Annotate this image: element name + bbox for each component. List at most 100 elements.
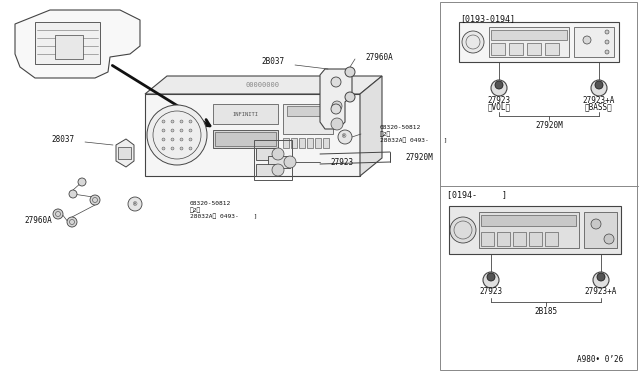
Bar xyxy=(545,232,558,246)
Bar xyxy=(35,22,100,64)
Circle shape xyxy=(495,81,503,89)
Circle shape xyxy=(591,80,607,96)
Bar xyxy=(254,140,292,180)
Text: 2B185: 2B185 xyxy=(534,307,557,315)
Text: [0193-0194]: [0193-0194] xyxy=(460,14,515,23)
Circle shape xyxy=(189,147,192,150)
Circle shape xyxy=(331,104,341,114)
Text: 2B037: 2B037 xyxy=(262,57,285,65)
Text: 28037: 28037 xyxy=(52,135,75,144)
Text: 27920M: 27920M xyxy=(405,153,433,161)
Text: ®: ® xyxy=(133,201,137,207)
Bar xyxy=(118,147,131,159)
Circle shape xyxy=(462,31,484,53)
Bar xyxy=(256,164,278,176)
Bar xyxy=(440,2,637,370)
Circle shape xyxy=(487,273,495,281)
Text: （BASS）: （BASS） xyxy=(585,103,613,112)
Circle shape xyxy=(78,178,86,186)
Bar xyxy=(584,212,617,248)
Text: 27923+A: 27923+A xyxy=(585,288,617,296)
Circle shape xyxy=(591,219,601,229)
Polygon shape xyxy=(145,76,382,94)
Circle shape xyxy=(90,195,100,205)
Circle shape xyxy=(605,40,609,44)
Bar xyxy=(509,43,523,55)
Circle shape xyxy=(332,101,342,111)
Bar xyxy=(449,206,621,254)
Bar xyxy=(479,212,579,248)
Bar xyxy=(529,232,542,246)
Circle shape xyxy=(162,129,165,132)
Bar xyxy=(481,215,576,226)
Bar xyxy=(491,43,505,55)
Circle shape xyxy=(597,273,605,281)
Bar xyxy=(481,232,494,246)
Circle shape xyxy=(189,129,192,132)
Circle shape xyxy=(593,272,609,288)
Circle shape xyxy=(147,105,207,165)
Polygon shape xyxy=(320,69,352,129)
Circle shape xyxy=(189,120,192,123)
Bar xyxy=(55,35,83,59)
Circle shape xyxy=(189,138,192,141)
Circle shape xyxy=(171,129,174,132)
Text: INFINITI: INFINITI xyxy=(232,112,258,116)
Circle shape xyxy=(171,138,174,141)
Bar xyxy=(283,104,333,134)
Circle shape xyxy=(180,147,183,150)
Circle shape xyxy=(605,50,609,54)
Bar xyxy=(307,138,313,148)
Circle shape xyxy=(53,209,63,219)
Circle shape xyxy=(162,138,165,141)
Bar xyxy=(513,232,526,246)
Text: 00000000: 00000000 xyxy=(246,82,280,88)
Bar xyxy=(459,22,619,62)
Circle shape xyxy=(171,147,174,150)
Bar xyxy=(287,106,329,116)
Bar xyxy=(315,138,321,148)
Polygon shape xyxy=(116,139,134,167)
Text: 27960A: 27960A xyxy=(365,52,393,61)
Bar xyxy=(497,232,510,246)
Text: ®: ® xyxy=(342,133,346,139)
Circle shape xyxy=(605,30,609,34)
Circle shape xyxy=(604,234,614,244)
Circle shape xyxy=(180,129,183,132)
Text: （VOL）: （VOL） xyxy=(488,103,511,112)
Text: 08320-50812
〈2〉
28032A【 0493-    ]: 08320-50812 〈2〉 28032A【 0493- ] xyxy=(380,125,447,143)
Circle shape xyxy=(180,138,183,141)
Bar xyxy=(268,156,290,168)
Bar xyxy=(283,138,289,148)
Text: 27920M: 27920M xyxy=(535,121,563,129)
Circle shape xyxy=(331,118,343,130)
Circle shape xyxy=(272,164,284,176)
Bar xyxy=(574,27,614,57)
Bar xyxy=(323,138,329,148)
Polygon shape xyxy=(360,76,382,176)
Circle shape xyxy=(180,120,183,123)
Circle shape xyxy=(483,272,499,288)
Text: A980• 0’26: A980• 0’26 xyxy=(577,356,623,365)
Bar xyxy=(527,43,541,55)
Bar xyxy=(215,132,276,146)
Text: 08320-50812
〈2〉
28032A【 0493-    ]: 08320-50812 〈2〉 28032A【 0493- ] xyxy=(190,201,257,219)
Text: 27960A: 27960A xyxy=(24,215,52,224)
Bar xyxy=(491,30,567,40)
Circle shape xyxy=(284,156,296,168)
Circle shape xyxy=(583,36,591,44)
Bar xyxy=(291,138,297,148)
Text: 27923+A: 27923+A xyxy=(583,96,615,105)
Circle shape xyxy=(345,67,355,77)
Circle shape xyxy=(595,81,603,89)
Text: 27923: 27923 xyxy=(479,288,502,296)
Bar xyxy=(545,43,559,55)
Bar xyxy=(213,130,278,148)
Circle shape xyxy=(162,147,165,150)
Polygon shape xyxy=(145,94,360,176)
Circle shape xyxy=(338,130,352,144)
Circle shape xyxy=(67,217,77,227)
Circle shape xyxy=(345,92,355,102)
Circle shape xyxy=(272,148,284,160)
Bar xyxy=(299,138,305,148)
